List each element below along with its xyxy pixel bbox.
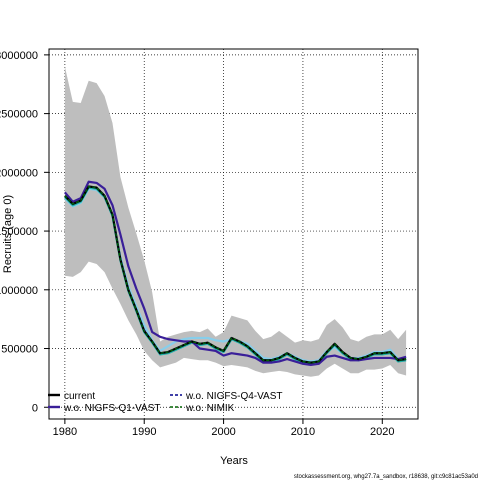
x-tick-label: 2020 xyxy=(370,426,394,438)
x-axis: 1980 1990 2000 2010 2020 xyxy=(53,419,395,438)
y-tick-label: 1000000 xyxy=(0,285,38,297)
y-tick-label: 2000000 xyxy=(0,167,38,179)
y-axis: 0 500000 1000000 1500000 2000000 2500000 30000… xyxy=(0,50,49,414)
y-tick-label: 0 xyxy=(32,402,38,414)
legend-label: w.o. NIGFS-Q4-VAST xyxy=(185,391,283,402)
series-layer xyxy=(64,180,407,367)
x-tick-label: 1980 xyxy=(53,426,77,438)
y-tick-label: 500000 xyxy=(1,344,38,356)
series-line-w-o-nigfs-q1-vast xyxy=(64,180,407,367)
y-tick-label: 2500000 xyxy=(0,109,38,121)
confidence-band-layer xyxy=(64,66,407,377)
x-axis-title: Years xyxy=(220,455,248,467)
legend-label: w.o. NIGFS-Q1-VAST xyxy=(63,403,161,414)
legend-label: current xyxy=(64,391,95,402)
series-line-w-o-nimik xyxy=(64,185,407,364)
y-tick-label: 1500000 xyxy=(0,226,38,238)
x-tick-label: 1990 xyxy=(132,426,156,438)
x-tick-label: 2000 xyxy=(211,426,235,438)
plot-frame xyxy=(48,48,419,420)
footer-text: stockassessment.org, whg27.7a_sandbox, r… xyxy=(294,474,478,480)
x-tick-label: 2010 xyxy=(291,426,315,438)
y-tick-label: 3000000 xyxy=(0,50,38,62)
y-axis-title: Recruits (age 0) xyxy=(2,195,14,273)
confidence-band xyxy=(64,66,407,377)
legend-label: w.o. NIMIK xyxy=(185,403,235,414)
